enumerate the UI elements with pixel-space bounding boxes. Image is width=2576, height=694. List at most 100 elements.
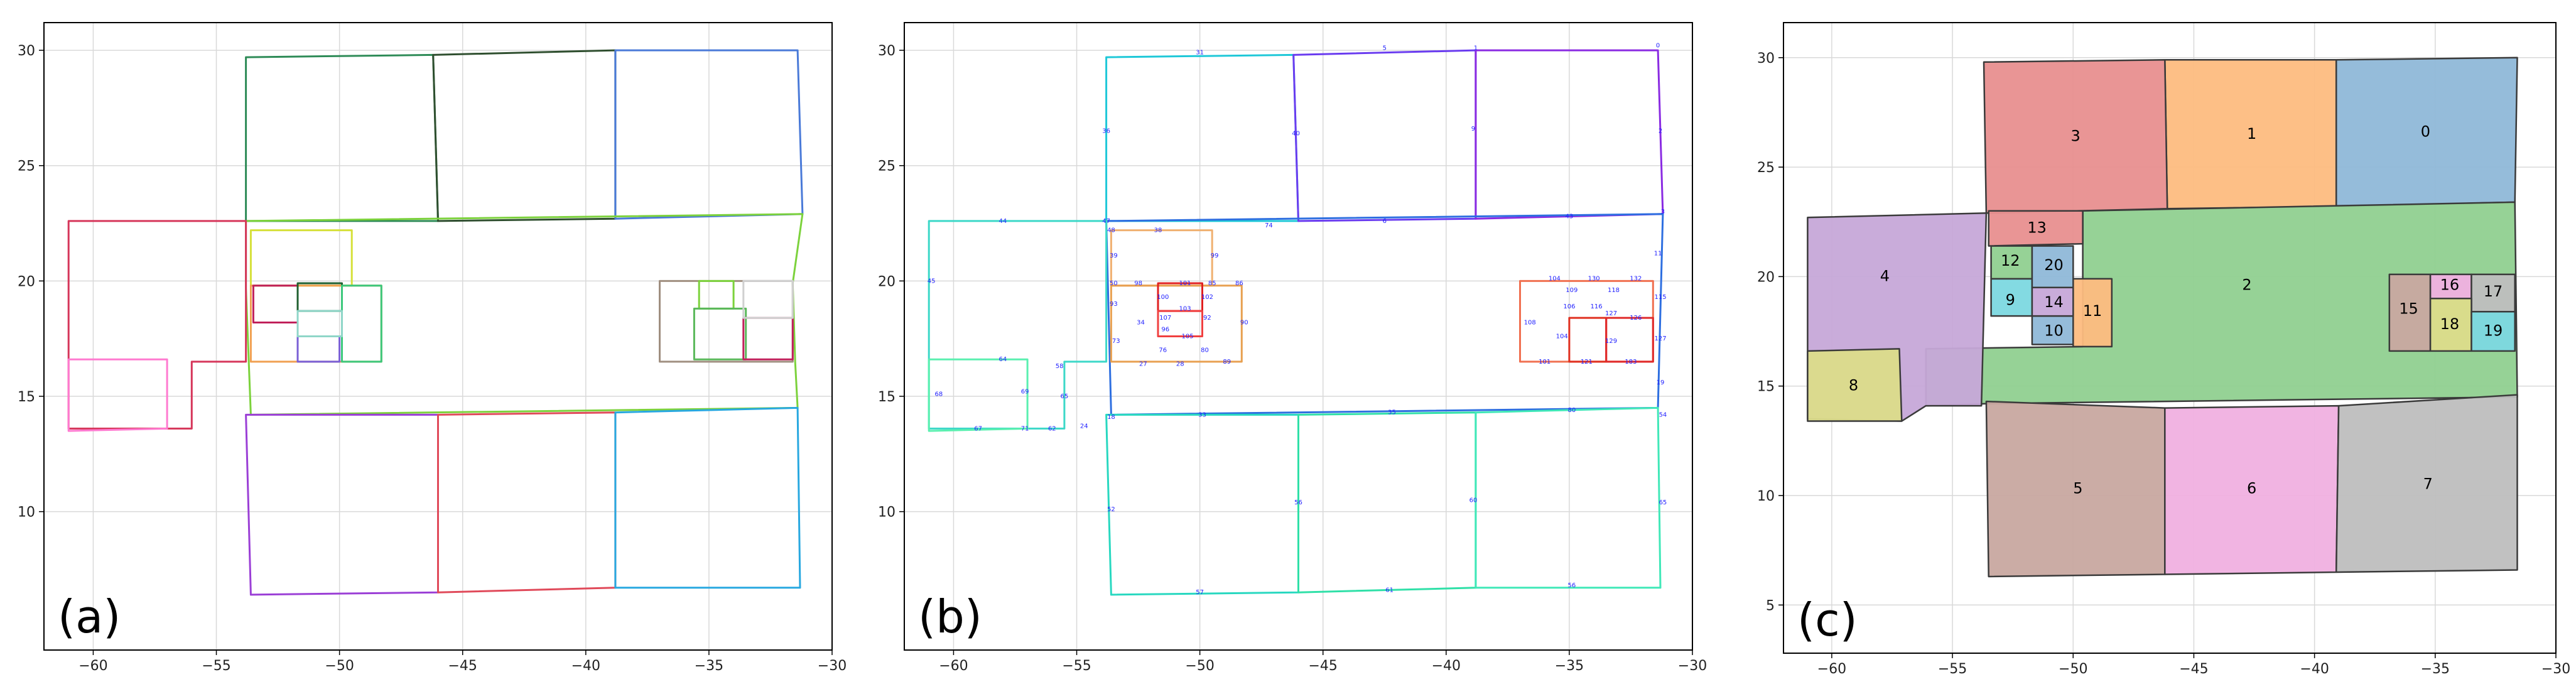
x-tick-label: −30	[1678, 658, 1707, 674]
y-tick-label: 30	[1757, 51, 1775, 67]
vertex-id-label: 127	[1654, 335, 1666, 342]
x-tick-label: −55	[202, 658, 230, 674]
vertex-id-label: 89	[1223, 359, 1231, 366]
region-id-label: 19	[2484, 322, 2503, 340]
vertex-id-label: 47	[1102, 218, 1110, 225]
vertex-id-label: 183	[1625, 359, 1637, 366]
vertex-id-label: 34	[1137, 319, 1145, 326]
vertex-id-label: 76	[1159, 347, 1167, 354]
room-outline	[659, 279, 794, 363]
region-id-label: 12	[2001, 252, 2020, 269]
region-id-label: 3	[2070, 127, 2080, 144]
vertex-id-label: 92	[1203, 315, 1211, 322]
vertex-id-label: 38	[1154, 227, 1162, 234]
room-region-20	[2031, 245, 2074, 289]
region-id-label: 20	[2044, 256, 2064, 274]
x-tick-label: −50	[325, 658, 354, 674]
vertex-id-label: 1	[1474, 45, 1478, 52]
vertex-id-label: 74	[1265, 222, 1273, 229]
x-tick-label: −60	[78, 658, 107, 674]
vertex-id-label: 73	[1112, 338, 1120, 345]
room-region-11	[2072, 278, 2113, 348]
region-id-label: 8	[1849, 377, 1858, 394]
vertex-id-label: 0	[1656, 43, 1660, 50]
vertex-id-label: 19	[1657, 379, 1665, 386]
vertex-id-label: 90	[1240, 319, 1248, 326]
vertex-id-label: 52	[1107, 506, 1115, 513]
x-tick-label: −45	[448, 658, 477, 674]
vertex-id-label: 69	[1021, 389, 1029, 396]
room-region-13	[1988, 210, 2084, 247]
room-outline	[296, 335, 341, 363]
room-outline	[1157, 310, 1203, 337]
room-outline	[1110, 285, 1243, 363]
panel-b: 0 1 2 3 5 6 9 31 36 40 44 45 47 48 38 74 39 99 50 98 101 85 86…	[860, 0, 1714, 694]
panel-c: 0 1 2 3 4 5 6 7 8 9 10 11 12 13 14 15 16 17 18 19 20 −60 −55 −5…	[1721, 0, 2575, 694]
vertex-id-label: 132	[1630, 276, 1642, 283]
room-outline	[245, 213, 804, 416]
vertex-id-label: 9	[1471, 126, 1475, 133]
room-outline	[1105, 413, 1299, 596]
y-tick-label: 10	[18, 505, 35, 521]
room-outline	[928, 358, 1029, 432]
x-tick-label: −45	[1309, 658, 1338, 674]
region-id-label: 9	[2006, 291, 2015, 309]
vertex-id-label: 101	[1539, 359, 1550, 366]
y-tick-label: 15	[1757, 379, 1775, 395]
room-outline	[67, 358, 168, 432]
y-tick-label: 5	[1766, 598, 1775, 614]
vertex-id-label: 130	[1588, 276, 1600, 283]
vertex-id-label: 86	[1235, 280, 1243, 287]
vertex-id-label: 104	[1556, 333, 1568, 340]
vertex-id-label: 80	[1567, 407, 1576, 414]
room-outline	[437, 411, 617, 594]
region-id-label: 7	[2423, 475, 2433, 493]
vertex-id-label: 127	[1605, 310, 1617, 317]
panel-label: (a)	[58, 590, 121, 643]
room-outline	[252, 285, 299, 323]
room-outline	[698, 279, 735, 310]
vertex-id-label: 27	[1139, 361, 1147, 368]
y-tick-label: 15	[878, 389, 896, 405]
vertex-id-label: 31	[1196, 50, 1204, 57]
x-tick-label: −55	[1062, 658, 1091, 674]
vertex-id-label: 62	[1048, 425, 1056, 432]
x-tick-label: −40	[1432, 658, 1461, 674]
room-outline	[296, 310, 343, 337]
vertex-id-label: 5	[1383, 45, 1387, 52]
vertex-id-label: 60	[1469, 497, 1478, 504]
x-tick-label: −60	[1817, 661, 1846, 677]
vertex-id-label: 65	[1061, 393, 1069, 400]
panel-a: −60 −55 −50 −45 −40 −35 −30 10 15 20 25 30 (a)	[0, 0, 854, 694]
room-outline	[1297, 411, 1477, 594]
vertex-id-label: 28	[1176, 361, 1184, 368]
region-id-label: 1	[2247, 125, 2256, 143]
region-id-label: 2	[2242, 276, 2251, 293]
vertex-id-label: 109	[1566, 287, 1578, 294]
x-tick-label: −60	[939, 658, 968, 674]
vertex-id-label: 67	[974, 425, 982, 432]
region-id-label: 5	[2073, 480, 2082, 497]
x-tick-label: −35	[695, 658, 723, 674]
x-tick-label: −55	[1938, 661, 1967, 677]
vertex-id-label: 35	[1388, 409, 1396, 416]
vertex-id-label: 11	[1654, 250, 1662, 257]
vertex-id-label: 108	[1524, 319, 1536, 326]
vertex-id-label: 33	[1198, 411, 1206, 418]
y-tick-label: 30	[878, 43, 896, 59]
room-outline	[1105, 53, 1299, 222]
room-region-3	[1983, 59, 2168, 214]
region-id-label: 15	[2399, 300, 2418, 318]
room-region-7	[2335, 394, 2518, 573]
region-id-label: 4	[1880, 267, 1890, 285]
vertex-id-label: 61	[1385, 587, 1394, 594]
room-outline	[928, 220, 1108, 430]
panel-a-plot: −60 −55 −50 −45 −40 −35 −30 10 15 20 25 30 (a)	[18, 22, 847, 674]
x-tick-label: −30	[2541, 661, 2570, 677]
x-tick-label: −50	[2059, 661, 2087, 677]
region-id-label: 11	[2083, 302, 2102, 320]
vertex-id-label: 39	[1110, 252, 1118, 259]
room-outline	[341, 285, 382, 363]
